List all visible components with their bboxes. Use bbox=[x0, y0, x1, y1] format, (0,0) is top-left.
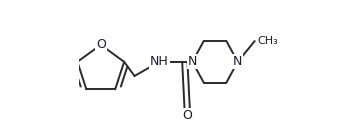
Text: NH: NH bbox=[150, 55, 169, 68]
Text: CH₃: CH₃ bbox=[257, 36, 278, 46]
Text: O: O bbox=[96, 38, 106, 51]
Text: O: O bbox=[183, 109, 193, 122]
Text: N: N bbox=[233, 55, 243, 68]
Text: N: N bbox=[188, 55, 197, 68]
